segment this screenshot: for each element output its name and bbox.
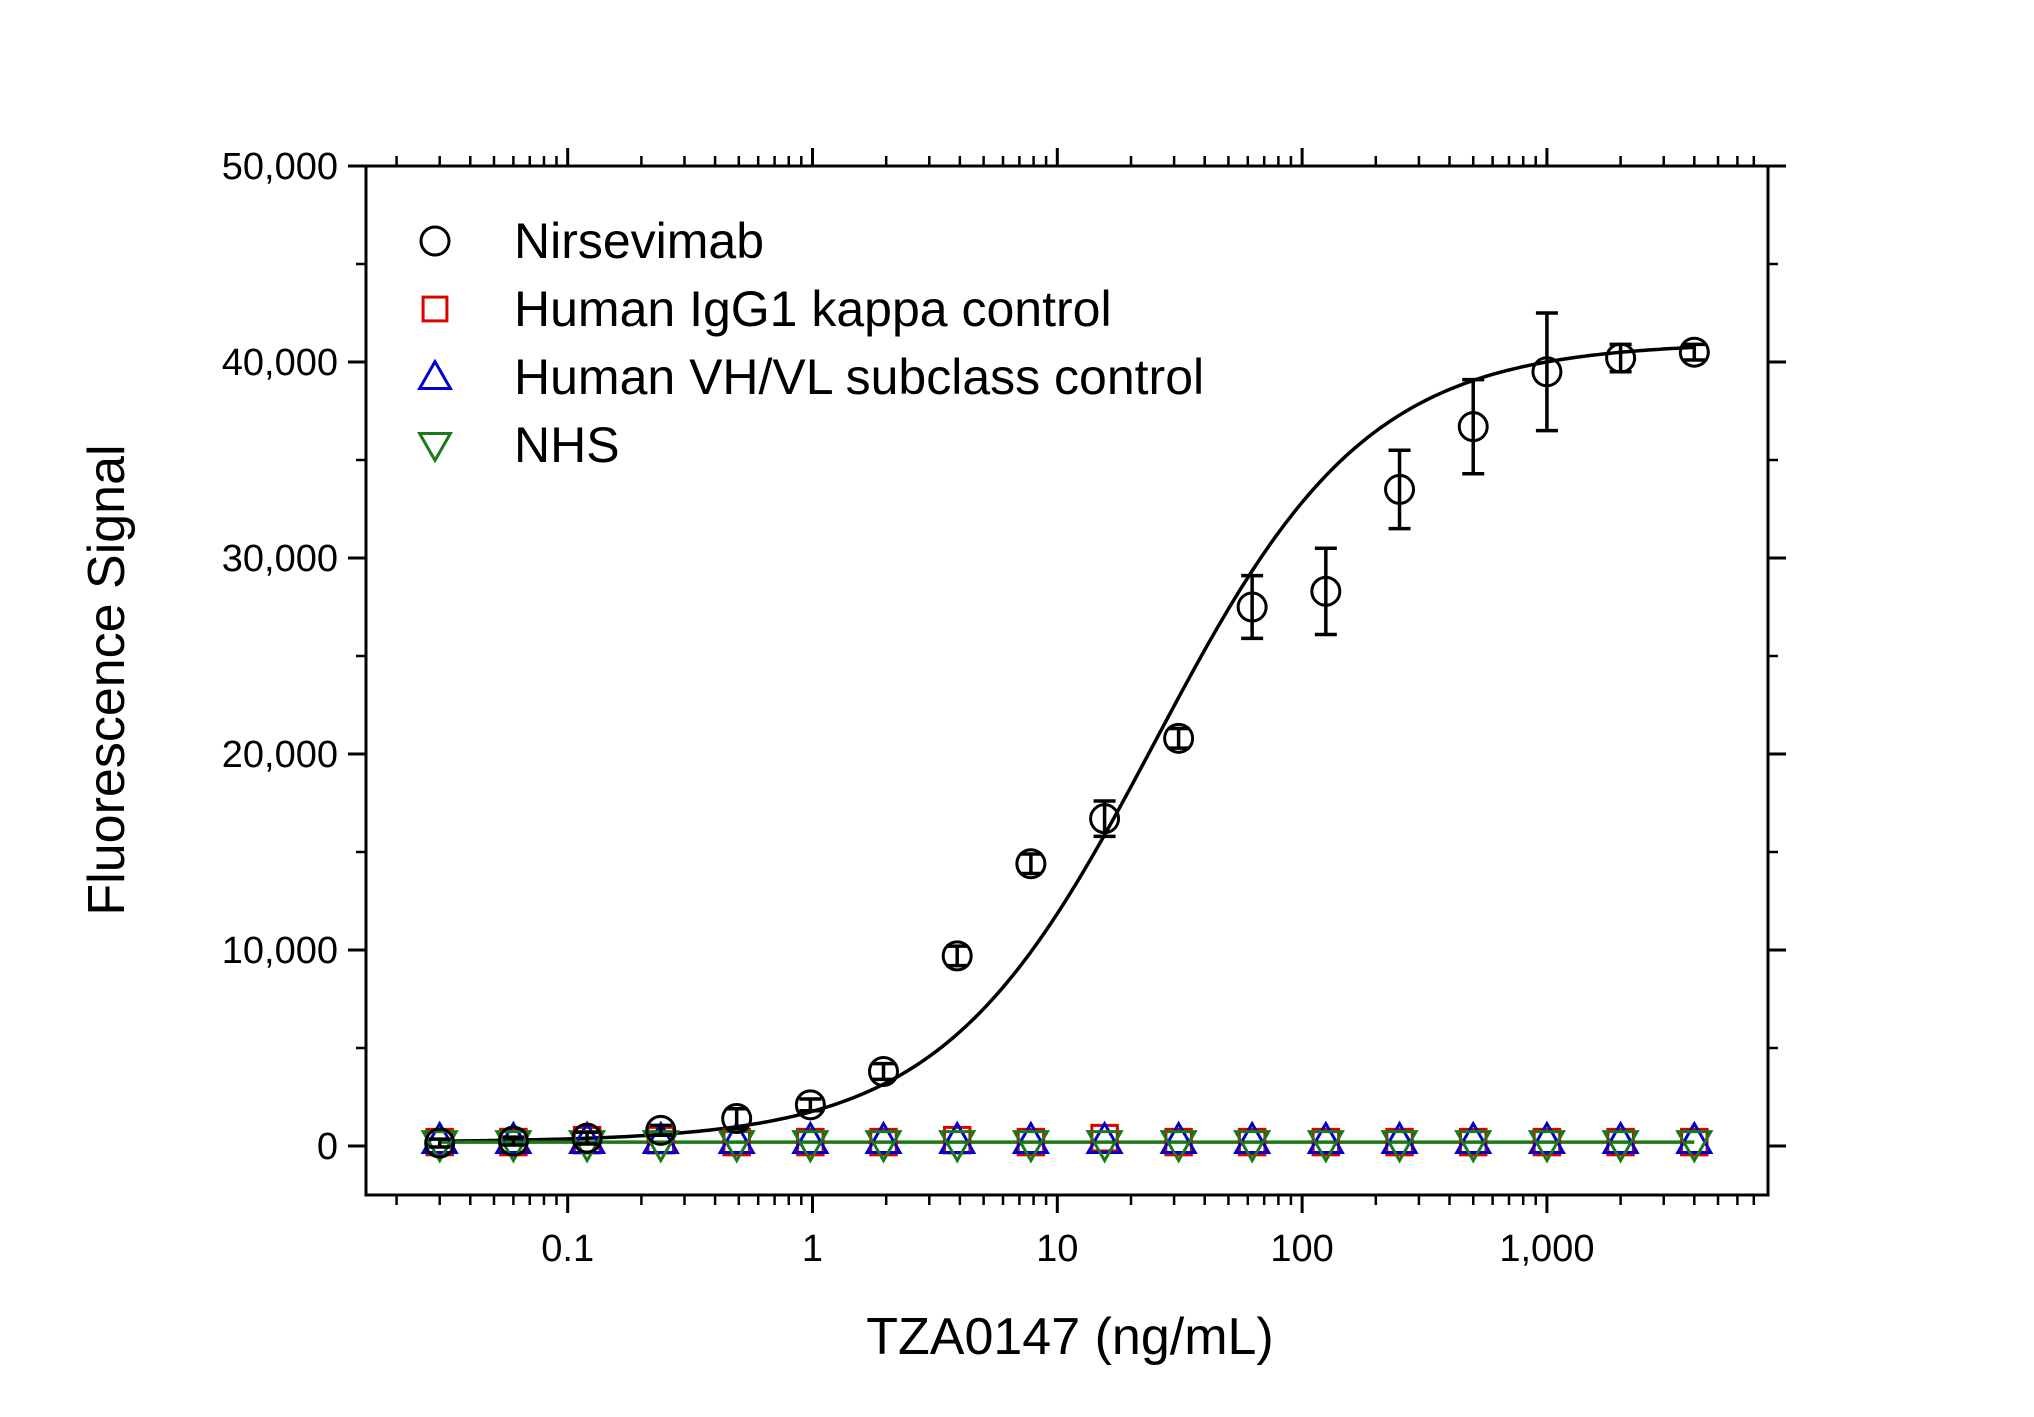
legend-label-human-igg1-kappa-control: Human IgG1 kappa control (514, 281, 1112, 337)
data-point (1678, 336, 1710, 368)
data-point (1384, 473, 1416, 505)
data-point (796, 1127, 825, 1157)
data-point (1011, 1130, 1050, 1164)
legend-marker-human-vh-vl-subclass-control (417, 358, 453, 391)
data-point (721, 1103, 753, 1135)
data-point (1527, 1120, 1567, 1154)
data-point (868, 1056, 900, 1088)
data-point (941, 940, 973, 972)
x-tick-label: 1 (802, 1228, 823, 1270)
data-point (938, 1120, 977, 1154)
x-tick-label: 1,000 (1499, 1228, 1594, 1270)
data-point (1531, 356, 1563, 388)
y-tick-label: 20,000 (222, 734, 338, 776)
data-point (791, 1120, 830, 1154)
data-point (1380, 1130, 1419, 1164)
data-point (497, 1125, 529, 1157)
fit-curve-nirsevimab (439, 345, 1695, 1143)
data-point (869, 1127, 898, 1157)
series-human-vh-vl-subclass-control (420, 1120, 1714, 1154)
data-point (1527, 1130, 1567, 1164)
data-point (1601, 1130, 1640, 1164)
data-point (1675, 1130, 1714, 1164)
x-tick-label: 0.1 (541, 1228, 594, 1270)
legend-marker-human-igg1-kappa-control (421, 295, 449, 323)
x-axis-title: TZA0147 (ng/mL) (866, 1308, 1274, 1366)
legend-marker-nhs (417, 431, 453, 464)
data-point (571, 1122, 603, 1154)
data-point (938, 1130, 977, 1164)
data-point (864, 1130, 903, 1164)
data-point (1015, 848, 1047, 880)
data-point (1085, 1120, 1124, 1154)
data-point (1454, 1130, 1493, 1164)
data-point (1458, 1127, 1488, 1157)
data-point (791, 1130, 830, 1164)
data-point (864, 1120, 903, 1154)
data-point (1085, 1130, 1124, 1164)
plot-frame (364, 164, 1770, 1197)
data-point (1457, 411, 1489, 443)
y-tick-label: 0 (317, 1126, 338, 1168)
legend-label-nirsevimab: Nirsevimab (514, 213, 764, 269)
data-point (1163, 722, 1195, 754)
legend-marker-nirsevimab (419, 225, 451, 257)
data-point (1233, 1130, 1272, 1164)
data-point (1159, 1130, 1198, 1164)
data-point (1237, 1127, 1267, 1157)
fit-curves (439, 345, 1695, 1144)
axes: 0 10,000 20,000 30,000 40,000 50,000 0.1 1 10 100… (222, 146, 1786, 1270)
data-point (1089, 803, 1121, 835)
x-tick-label: 100 (1270, 1228, 1333, 1270)
y-axis-title: Fluorescence Signal (78, 444, 136, 915)
legend-label-human-vh-vl-subclass-control: Human VH/VL subclass control (514, 349, 1204, 405)
data-point (1164, 1127, 1193, 1157)
data-point (1311, 1127, 1341, 1157)
y-tick-label: 30,000 (222, 538, 338, 580)
x-tick-label: 10 (1036, 1228, 1078, 1270)
series-human-igg1-kappa-control (425, 1123, 1709, 1157)
data-point (1532, 1127, 1562, 1157)
data-point (1385, 1127, 1414, 1157)
data-point (1310, 575, 1342, 607)
data-marks (420, 311, 1714, 1164)
data-point (641, 1120, 680, 1154)
y-tick-label: 50,000 (222, 146, 338, 188)
data-point (1011, 1120, 1050, 1154)
data-point (1605, 342, 1637, 374)
data-point (1606, 1127, 1635, 1157)
data-point (1601, 1120, 1640, 1154)
data-point (424, 1127, 456, 1159)
series-nirsevimab (424, 311, 1710, 1159)
data-point (794, 1089, 826, 1121)
data-point (1675, 1120, 1714, 1154)
legend-label-nhs: NHS (514, 417, 620, 473)
data-point (1680, 1127, 1709, 1157)
legend: Nirsevimab Human IgG1 kappa control Human … (417, 213, 1204, 473)
data-point (1159, 1120, 1198, 1154)
y-tick-label: 40,000 (222, 342, 338, 384)
data-point (717, 1120, 756, 1154)
data-point (1306, 1120, 1345, 1154)
data-point (1016, 1127, 1046, 1157)
data-point (645, 1114, 677, 1146)
y-tick-label: 10,000 (222, 930, 338, 972)
data-point (1233, 1120, 1272, 1154)
data-point (1236, 591, 1268, 623)
data-point (1306, 1130, 1345, 1164)
data-point (1454, 1120, 1493, 1154)
data-point (1380, 1120, 1419, 1154)
